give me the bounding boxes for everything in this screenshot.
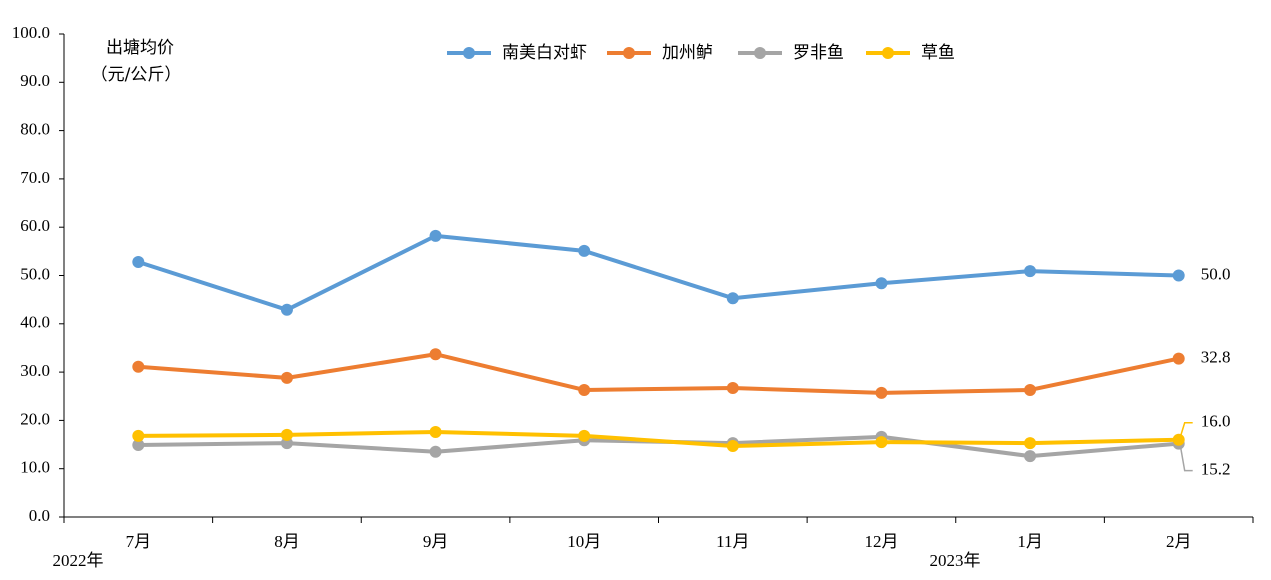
legend-label: 南美白对虾 (502, 43, 587, 63)
data-point (132, 255, 145, 268)
y-tick-label: 80.0 (20, 120, 50, 139)
data-label: 16.0 (1201, 412, 1231, 431)
y-axis-label: 出塘均价 (106, 38, 174, 58)
data-point (280, 371, 293, 384)
data-point (875, 277, 888, 290)
x-tick-label: 11月 (716, 532, 749, 551)
data-point (1172, 352, 1185, 365)
y-tick-label: 100.0 (12, 23, 50, 42)
legend-marker (623, 47, 635, 59)
y-tick-label: 0.0 (29, 506, 50, 525)
legend-label: 罗非鱼 (793, 43, 844, 63)
data-point (280, 437, 293, 450)
legend-marker (463, 47, 475, 59)
data-point (1024, 437, 1037, 450)
series-line (138, 352, 1180, 395)
legend-marker (754, 47, 766, 59)
data-point (429, 445, 442, 458)
data-point (875, 386, 888, 399)
data-point (578, 429, 591, 442)
legend-label: 草鱼 (921, 43, 955, 63)
data-point (726, 439, 739, 452)
x-tick-label: 2月 (1166, 532, 1192, 551)
data-point (578, 244, 591, 257)
leader-line (1179, 447, 1193, 472)
data-point (726, 292, 739, 305)
x-tick-label: 8月 (274, 532, 300, 551)
series-line (138, 429, 1179, 448)
y-tick-label: 60.0 (20, 216, 50, 235)
data-point (280, 303, 293, 316)
data-point (429, 425, 442, 438)
data-point (578, 383, 591, 396)
y-tick-label: 10.0 (20, 458, 50, 477)
x-tick-label: 9月 (423, 532, 449, 551)
data-point (132, 360, 145, 373)
year-label: 2022年 (53, 551, 104, 570)
y-tick-label: 30.0 (20, 361, 50, 380)
y-tick-label: 40.0 (20, 313, 50, 332)
x-tick-label: 7月 (126, 532, 152, 551)
legend-label: 加州鲈 (662, 43, 713, 63)
data-point (1172, 269, 1185, 282)
y-tick-label: 90.0 (20, 71, 50, 90)
data-point (726, 382, 739, 395)
data-point (429, 348, 442, 361)
x-tick-label: 10月 (567, 532, 601, 551)
y-axis-label: （元/公斤） (91, 65, 182, 85)
leader-line (1179, 421, 1193, 436)
data-point (280, 428, 293, 441)
data-point (429, 229, 442, 242)
data-label: 32.8 (1201, 347, 1231, 366)
data-label: 50.0 (1201, 264, 1231, 283)
data-point (132, 439, 145, 452)
data-point (1024, 450, 1037, 463)
y-tick-label: 20.0 (20, 409, 50, 428)
data-point (1024, 383, 1037, 396)
x-tick-label: 1月 (1017, 532, 1043, 551)
data-point (1024, 265, 1037, 278)
series-line (137, 233, 1179, 312)
data-point (875, 436, 888, 449)
year-label: 2023年 (930, 551, 981, 570)
legend-marker (882, 47, 894, 59)
y-tick-label: 70.0 (20, 168, 50, 187)
data-point (132, 429, 145, 442)
x-tick-label: 12月 (864, 532, 898, 551)
data-label: 15.2 (1201, 459, 1231, 478)
data-point (1172, 433, 1185, 446)
y-tick-label: 50.0 (20, 264, 50, 283)
